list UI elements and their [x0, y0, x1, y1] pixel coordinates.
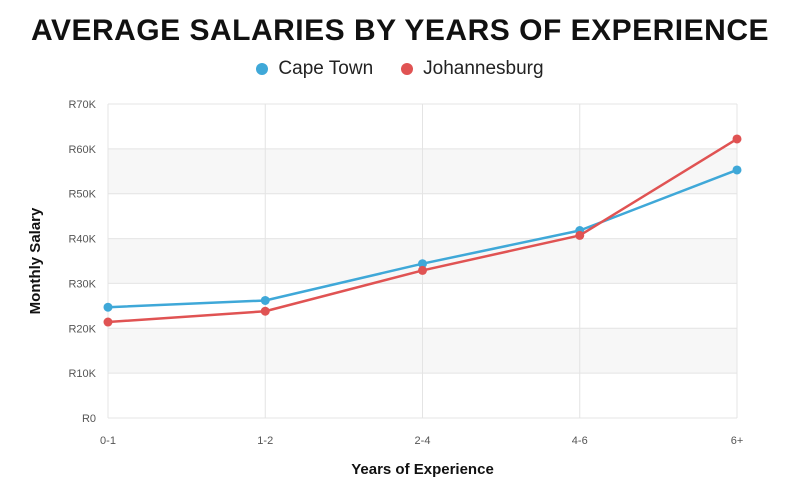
data-point-johannesburg[interactable] — [103, 317, 113, 327]
legend-label-cape-town: Cape Town — [278, 58, 374, 79]
y-tick-label: R0 — [82, 413, 96, 425]
legend-marker-cape-town — [256, 63, 269, 75]
y-tick-label: R60K — [68, 144, 96, 156]
x-tick-label: 6+ — [731, 435, 744, 447]
data-point-johannesburg[interactable] — [260, 306, 270, 316]
legend-item-cape-town[interactable]: Cape Town — [256, 58, 373, 80]
x-tick-label: 4-6 — [572, 435, 588, 447]
legend-label-johannesburg: Johannesburg — [423, 58, 544, 79]
y-tick-label: R20K — [68, 323, 96, 335]
chart-title: AVERAGE SALARIES BY YEARS OF EXPERIENCE — [31, 14, 769, 47]
y-axis-title: Monthly Salary — [27, 207, 44, 314]
data-point-cape-town[interactable] — [103, 302, 113, 312]
data-point-cape-town[interactable] — [260, 295, 270, 305]
y-tick-label: R70K — [68, 99, 96, 111]
y-tick-label: R30K — [68, 278, 96, 290]
x-tick-label: 1-2 — [257, 435, 273, 447]
data-point-cape-town[interactable] — [732, 165, 742, 175]
x-tick-label: 2-4 — [415, 435, 431, 447]
legend-item-johannesburg[interactable]: Johannesburg — [401, 58, 544, 80]
legend-marker-johannesburg — [401, 63, 414, 75]
data-point-johannesburg[interactable] — [418, 265, 427, 275]
data-point-johannesburg[interactable] — [575, 230, 585, 240]
y-tick-label: R40K — [68, 234, 96, 246]
x-tick-label: 0-1 — [100, 435, 116, 447]
x-axis-title: Years of Experience — [351, 461, 494, 478]
chart-legend: Cape Town Johannesburg — [0, 58, 800, 80]
data-point-cape-town[interactable] — [418, 259, 427, 269]
y-tick-label: R10K — [68, 368, 96, 380]
y-tick-label: R50K — [68, 189, 96, 201]
data-point-johannesburg[interactable] — [732, 134, 742, 144]
